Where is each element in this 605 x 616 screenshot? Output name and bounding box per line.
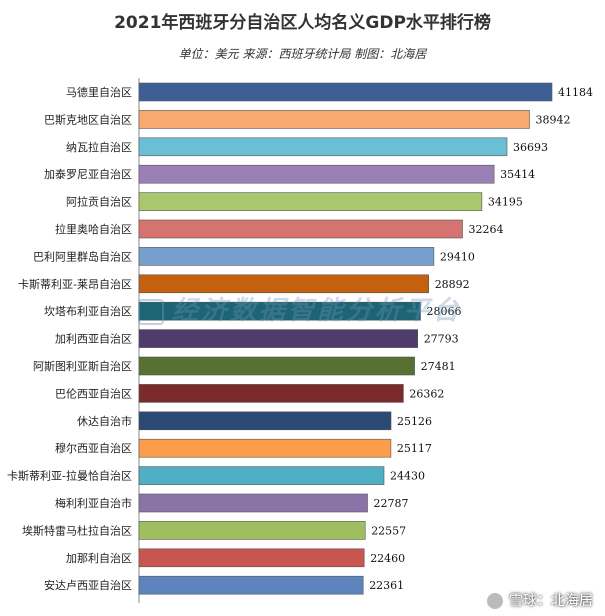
bar [138, 548, 365, 568]
category-label: 卡斯蒂利亚-莱昂自治区 [18, 277, 132, 291]
watermark-text: 经济数据智能分析平台 [172, 296, 463, 326]
value-label: 29410 [440, 250, 475, 263]
category-label: 纳瓦拉自治区 [66, 140, 132, 154]
category-label: 加那利自治区 [66, 551, 132, 565]
category-label: 卡斯蒂利亚-拉曼恰自治区 [7, 469, 132, 483]
bar [138, 219, 463, 239]
bar [138, 192, 483, 211]
bar [138, 466, 385, 485]
category-label: 阿拉贡自治区 [66, 195, 132, 209]
value-label: 28066 [427, 305, 462, 318]
xueqiu-brand: 雪球：北海居 [487, 590, 593, 610]
bar [138, 411, 392, 431]
bar [138, 301, 421, 321]
bar [138, 575, 364, 595]
chart-title: 2021年西班牙分自治区人均名义GDP水平排行榜 [114, 13, 491, 33]
watermark-logo-icon [138, 298, 164, 325]
category-label: 坎塔布利亚自治区 [44, 304, 132, 318]
bar [138, 493, 368, 513]
snowball-logo-icon [487, 593, 503, 609]
category-label: 穆尔西亚自治区 [55, 441, 132, 455]
bar [138, 274, 430, 294]
value-label: 22557 [371, 524, 406, 537]
category-label: 阿斯图利亚斯自治区 [33, 359, 132, 373]
value-label: 26362 [409, 387, 444, 400]
value-label: 24430 [390, 470, 425, 483]
bar [138, 521, 366, 540]
bar [138, 384, 404, 403]
value-label: 22460 [370, 552, 405, 565]
category-label: 巴利阿里群岛自治区 [33, 249, 132, 263]
bar [138, 329, 419, 348]
value-label: 25117 [397, 442, 432, 455]
value-label: 22361 [369, 579, 404, 592]
category-label: 安达卢西亚自治区 [44, 578, 132, 592]
category-label: 梅利利亚自治市 [55, 496, 132, 510]
value-label: 22787 [374, 497, 409, 510]
value-label: 38942 [536, 113, 571, 126]
value-label: 27793 [424, 333, 459, 346]
brand-text: 雪球：北海居 [509, 593, 593, 609]
value-label: 34195 [488, 196, 523, 209]
category-label: 埃斯特雷马杜拉自治区 [22, 523, 132, 537]
category-label: 马德里自治区 [66, 85, 132, 99]
value-label: 28892 [435, 278, 470, 291]
bar [138, 137, 508, 157]
category-label: 加利西亚自治区 [55, 332, 132, 346]
chart-subtitle: 单位：美元 来源：西班牙统计局 制图：北海居 [178, 47, 427, 61]
bar [138, 82, 553, 102]
category-label: 休达自治市 [77, 414, 132, 428]
watermark: 经济数据智能分析平台 [138, 290, 459, 330]
bar [138, 247, 435, 266]
bar [138, 164, 495, 184]
category-label: 拉里奥哈自治区 [55, 222, 132, 236]
value-label: 27481 [421, 360, 456, 373]
value-label: 35414 [500, 168, 535, 181]
category-label: 巴斯克地区自治区 [44, 112, 132, 126]
bar [138, 438, 392, 458]
value-label: 32264 [469, 223, 504, 236]
value-label: 25126 [397, 415, 432, 428]
category-label: 巴伦西亚自治区 [55, 386, 132, 400]
category-label: 加泰罗尼亚自治区 [44, 167, 132, 181]
value-label: 36693 [513, 141, 548, 154]
bar [138, 356, 415, 376]
bar [138, 110, 530, 129]
value-label: 41184 [558, 86, 593, 99]
